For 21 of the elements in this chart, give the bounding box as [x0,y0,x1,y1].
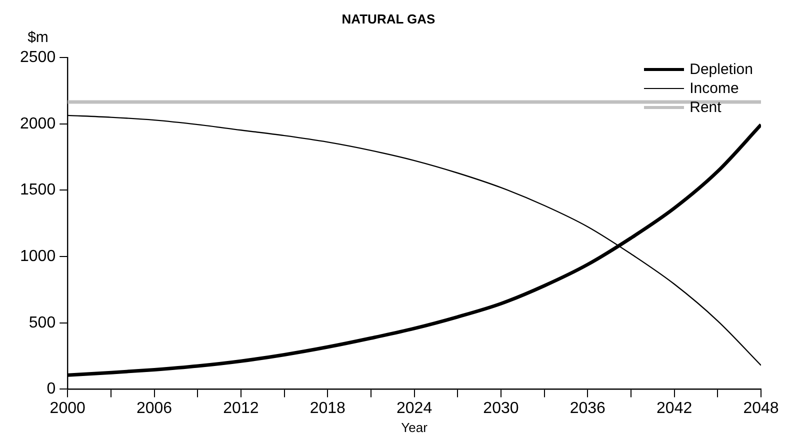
y-tick-label: 2500 [20,49,56,66]
x-tick-label: 2018 [310,400,346,418]
legend-label: Rent [690,99,722,116]
x-tick-label: 2030 [483,400,519,418]
x-tick-label: 2024 [396,400,432,418]
chart-title: NATURAL GAS [342,11,436,26]
x-tick-label: 2042 [656,400,692,418]
y-tick-label: 1000 [20,248,56,265]
y-axis-title: $m [28,29,48,46]
x-tick-label: 2006 [136,400,172,418]
y-tick-label: 0 [46,380,56,398]
y-tick-label: 1500 [20,182,56,199]
y-tick-label: 500 [28,314,56,332]
x-tick-label: 2036 [570,400,606,418]
legend-label: Income [690,80,739,97]
x-tick-label: 2048 [743,400,779,418]
x-tick-label: 2000 [50,400,86,418]
x-axis-title: Year [401,420,428,435]
x-tick-label: 2012 [223,400,259,418]
y-tick-label: 2000 [20,115,56,132]
legend-label: Depletion [690,61,753,78]
